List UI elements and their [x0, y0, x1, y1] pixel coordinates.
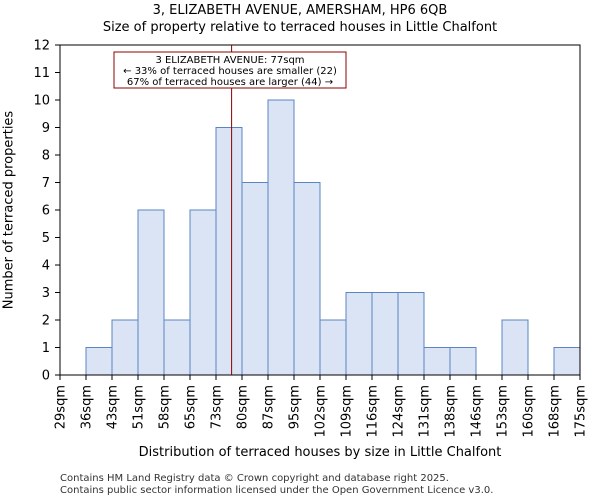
- x-tick-label: 146sqm: [470, 385, 485, 438]
- x-tick-label: 51sqm: [132, 385, 147, 429]
- y-tick-label: 7: [42, 176, 50, 191]
- y-tick-label: 1: [42, 341, 50, 356]
- annotation-line: 3 ELIZABETH AVENUE: 77sqm: [155, 55, 304, 66]
- x-tick-label: 29sqm: [54, 385, 69, 429]
- y-tick-label: 11: [33, 66, 50, 81]
- histogram-bar: [319, 319, 347, 376]
- histogram-bar: [501, 319, 529, 376]
- y-tick-label: 9: [42, 121, 50, 136]
- histogram-bar: [241, 182, 269, 376]
- annotation-line: 67% of terraced houses are larger (44) →: [127, 77, 333, 88]
- histogram-bar: [267, 99, 295, 376]
- y-tick-label: 2: [42, 314, 50, 329]
- y-tick-label: 4: [42, 259, 50, 274]
- histogram-bar: [345, 292, 373, 376]
- y-tick-label: 0: [42, 369, 50, 384]
- chart-title: 3, ELIZABETH AVENUE, AMERSHAM, HP6 6QB: [152, 3, 448, 18]
- x-tick-label: 80sqm: [236, 385, 251, 429]
- x-tick-label: 58sqm: [158, 385, 173, 429]
- x-tick-label: 124sqm: [392, 385, 407, 438]
- histogram-bar: [397, 292, 425, 376]
- y-tick-label: 10: [33, 94, 50, 109]
- footer-line-2: Contains public sector information licen…: [60, 485, 494, 496]
- x-tick-label: 36sqm: [80, 385, 95, 429]
- x-tick-label: 131sqm: [418, 385, 433, 438]
- x-tick-label: 168sqm: [548, 385, 563, 438]
- x-tick-label: 65sqm: [184, 385, 199, 429]
- y-tick-label: 5: [42, 231, 50, 246]
- histogram-bar: [111, 319, 139, 376]
- y-tick-label: 6: [42, 204, 50, 219]
- annotation-line: ← 33% of terraced houses are smaller (22…: [123, 66, 337, 77]
- x-tick-label: 116sqm: [366, 385, 381, 438]
- x-tick-label: 43sqm: [106, 385, 121, 429]
- histogram-bar: [137, 209, 165, 376]
- histogram-bar: [423, 347, 451, 376]
- histogram-bar: [189, 209, 217, 376]
- x-tick-label: 138sqm: [444, 385, 459, 438]
- histogram-bar: [553, 347, 581, 376]
- y-tick-label: 8: [42, 149, 50, 164]
- x-axis-label: Distribution of terraced houses by size …: [138, 445, 502, 460]
- x-tick-label: 73sqm: [210, 385, 225, 429]
- y-axis-label: Number of terraced properties: [1, 110, 17, 310]
- x-tick-label: 102sqm: [314, 385, 329, 438]
- histogram-bar: [163, 319, 191, 376]
- y-tick-label: 3: [42, 286, 50, 301]
- x-tick-label: 175sqm: [574, 385, 589, 438]
- histogram-bar: [371, 292, 399, 376]
- chart-subtitle: Size of property relative to terraced ho…: [102, 20, 498, 35]
- histogram-bar: [215, 127, 243, 376]
- x-tick-label: 95sqm: [288, 385, 303, 429]
- annotation-box: [113, 51, 347, 89]
- x-tick-label: 153sqm: [496, 385, 511, 438]
- footer-line-1: Contains HM Land Registry data © Crown c…: [60, 473, 449, 484]
- histogram-bar: [449, 347, 477, 376]
- histogram-bar: [293, 182, 321, 376]
- histogram-bar: [85, 347, 113, 376]
- y-tick-label: 12: [33, 39, 50, 54]
- x-tick-label: 160sqm: [522, 385, 537, 438]
- x-tick-label: 109sqm: [340, 385, 355, 438]
- x-tick-label: 87sqm: [262, 385, 277, 429]
